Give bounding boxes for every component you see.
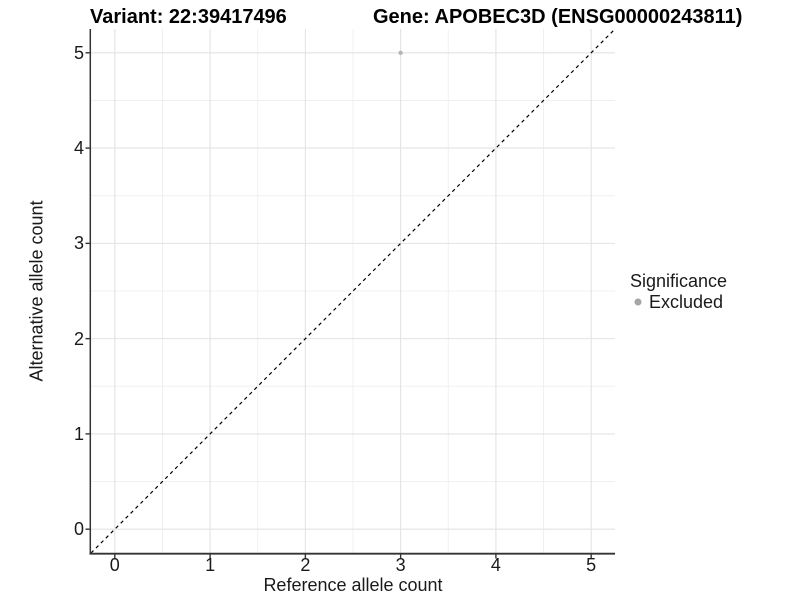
x-tick-label: 3	[395, 555, 406, 575]
plot-title-variant: Variant: 22:39417496	[90, 6, 287, 28]
data-point	[398, 50, 403, 56]
legend-point-icon	[634, 298, 642, 306]
x-axis-title: Reference allele count	[263, 575, 443, 595]
identity-reference-line	[90, 28, 616, 554]
y-axis-title: Alternative allele count	[26, 200, 47, 382]
y-tick-label: 4	[73, 138, 84, 159]
x-tick-label: 0	[109, 555, 120, 575]
x-tick-label: 2	[300, 555, 311, 575]
y-tick-label: 2	[73, 328, 84, 349]
legend-item-label: Excluded	[649, 292, 724, 312]
legend-key	[630, 294, 646, 310]
x-tick-label: 1	[205, 555, 216, 575]
x-tick-label: 5	[586, 555, 597, 575]
y-tick-label: 5	[73, 42, 84, 63]
legend-title: Significance	[630, 271, 728, 291]
legend-item: Excluded	[630, 292, 727, 312]
y-tick-label: 1	[73, 423, 84, 444]
y-tick-label: 0	[73, 519, 84, 540]
legend-items: Excluded	[630, 292, 727, 312]
y-tick-label: 3	[73, 233, 84, 254]
x-tick-label: 4	[490, 555, 501, 575]
plot-title-gene: Gene: APOBEC3D (ENSG00000243811)	[373, 6, 743, 28]
legend: Significance Excluded	[630, 271, 727, 312]
